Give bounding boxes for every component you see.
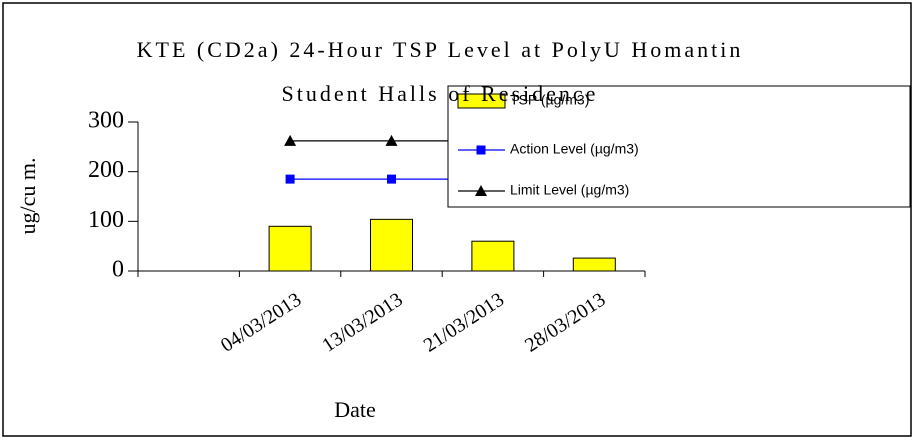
y-axis-label: ug/cu m. — [15, 158, 40, 235]
legend-label: TSP (µg/m3) — [510, 92, 589, 108]
bar — [471, 240, 515, 272]
square-marker — [387, 174, 396, 184]
bar — [572, 257, 616, 272]
triangle-marker — [385, 134, 398, 146]
y-tick-label: 0 — [112, 257, 124, 283]
triangle-marker — [475, 185, 487, 196]
legend-label: Action Level (µg/m3) — [510, 141, 639, 157]
y-tick-label: 100 — [88, 207, 124, 233]
triangle-marker — [284, 134, 297, 146]
legend-swatch — [457, 93, 506, 109]
legend-label: Limit Level (µg/m3) — [510, 182, 629, 198]
x-axis-label: Date — [334, 397, 376, 422]
y-tick-label: 200 — [88, 157, 124, 183]
square-marker — [285, 174, 295, 184]
legend-box — [447, 85, 911, 208]
chart-title: KTE (CD2a) 24-Hour TSP Level at PolyU Ho… — [136, 37, 744, 106]
y-tick-label: 300 — [88, 108, 124, 134]
bar — [268, 225, 312, 272]
legend: TSP (µg/m3) Action Level (µg/m3) Limit Lev… — [447, 85, 911, 208]
square-marker — [476, 145, 486, 155]
bar — [370, 218, 413, 272]
